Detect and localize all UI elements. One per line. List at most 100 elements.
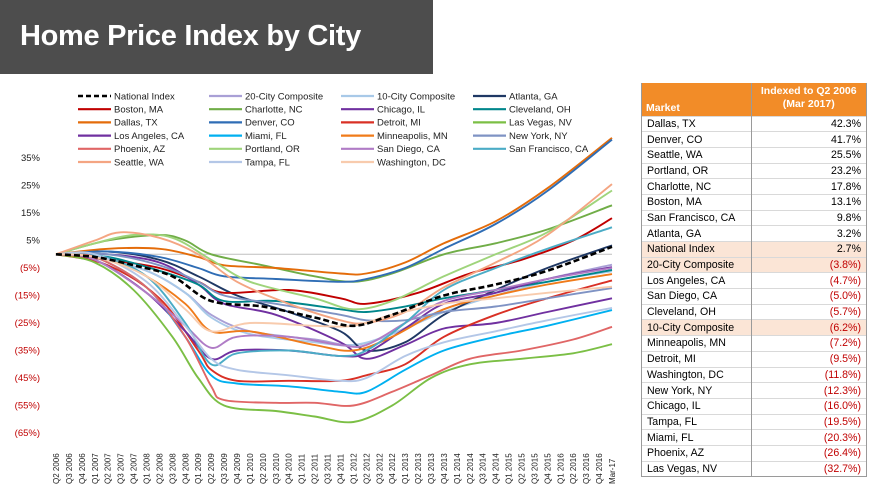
table-header-value: Indexed to Q2 2006 (Mar 2017)	[750, 83, 868, 116]
series-line-san-diego-ca	[55, 253, 613, 349]
x-tick-label: Q1 2013	[401, 453, 410, 484]
x-tick-label: Q1 2009	[194, 453, 203, 484]
table-cell-value: 41.7%	[750, 131, 868, 148]
y-tick-label: 35%	[21, 153, 41, 164]
x-tick-label: Q4 2012	[388, 453, 397, 484]
table-cell-market: Washington, DC	[641, 366, 752, 383]
legend-label: 20-City Composite	[245, 91, 323, 102]
table-cell-market: Tampa, FL	[641, 413, 752, 430]
legend-label: Denver, CO	[245, 118, 295, 129]
legend-label: Charlotte, NC	[245, 105, 303, 116]
x-tick-label: Q3 2010	[272, 453, 281, 484]
table-cell-value: (32.7%)	[750, 460, 868, 478]
table-cell-value: (19.5%)	[750, 413, 868, 430]
page-title: Home Price Index by City	[0, 0, 433, 74]
series-line-detroit-mi	[55, 253, 613, 383]
x-tick-label: Q4 2015	[543, 453, 552, 484]
table-cell-market: Atlanta, GA	[641, 225, 752, 242]
series-line-portland-or	[55, 189, 613, 311]
table-cell-market: Seattle, WA	[641, 146, 752, 164]
x-tick-label: Q4 2016	[595, 453, 604, 484]
legend-label: 10-City Composite	[377, 91, 455, 102]
series-line-washington-dc	[55, 253, 613, 333]
table-row: Los Angeles, CA (4.7%)	[641, 272, 868, 289]
table-row: National Index 2.7%	[641, 241, 868, 258]
table-cell-value: 42.3%	[750, 115, 868, 132]
legend-label: Boston, MA	[114, 105, 164, 116]
x-tick-label: Q3 2012	[375, 453, 384, 484]
table-cell-value: 9.8%	[750, 209, 868, 226]
table-row: New York, NY (12.3%)	[641, 382, 868, 399]
table-cell-market: Denver, CO	[641, 131, 752, 148]
table-cell-value: (26.4%)	[750, 444, 868, 462]
series-line-boston-ma	[55, 217, 613, 305]
x-tick-label: Q4 2007	[130, 453, 139, 484]
table-row: Boston, MA 13.1%	[641, 193, 868, 211]
x-tick-label: Q1 2016	[556, 453, 565, 484]
legend-label: Detroit, MI	[377, 118, 421, 129]
x-tick-label: Q1 2007	[91, 453, 100, 484]
series-line-las-vegas-nv	[55, 253, 613, 424]
x-tick-label: Q3 2011	[324, 453, 333, 484]
x-tick-label: Q1 2010	[246, 453, 255, 484]
table-cell-market: Phoenix, AZ	[641, 444, 752, 462]
table-cell-value: (20.3%)	[750, 429, 868, 446]
series-line-chicago-il	[55, 252, 613, 360]
table-cell-value: (12.3%)	[750, 382, 868, 399]
x-tick-label: Q3 2016	[582, 453, 591, 484]
table-cell-value: (16.0%)	[750, 397, 868, 415]
market-index-table: Market Indexed to Q2 2006 (Mar 2017) Dal…	[641, 83, 868, 478]
table-row: Cleveland, OH (5.7%)	[641, 303, 868, 320]
x-tick-label: Q2 2011	[311, 453, 320, 484]
x-tick-label: Q3 2007	[117, 453, 126, 484]
table-cell-value: 17.8%	[750, 178, 868, 195]
table-cell-market: Portland, OR	[641, 162, 752, 179]
legend-label: San Diego, CA	[377, 144, 441, 155]
legend-label: Los Angeles, CA	[114, 131, 185, 142]
series-line-new-york-ny	[55, 252, 613, 323]
x-tick-label: Q3 2015	[530, 453, 539, 484]
table-row: Phoenix, AZ (26.4%)	[641, 444, 868, 462]
legend-label: Tampa, FL	[245, 157, 290, 168]
table-row: 10-City Composite (6.2%)	[641, 319, 868, 336]
table-cell-market: San Diego, CA	[641, 288, 752, 305]
x-tick-label: Q4 2009	[233, 453, 242, 484]
legend-label: National Index	[114, 91, 175, 102]
x-tick-label: Q2 2009	[207, 453, 216, 484]
y-tick-label: 5%	[26, 236, 40, 247]
y-tick-label: (25%)	[15, 318, 40, 329]
legend-label: Miami, FL	[245, 131, 287, 142]
x-tick-label: Q2 2013	[414, 453, 423, 484]
legend-label: Dallas, TX	[114, 118, 158, 129]
home-price-line-chart: National Index 20-City Composite 10-City C…	[15, 91, 617, 484]
table-header-market: Market	[641, 83, 752, 116]
table-cell-value: 2.7%	[750, 241, 868, 258]
legend-label: San Francisco, CA	[509, 144, 589, 155]
table-row: Denver, CO 41.7%	[641, 131, 868, 148]
table-row: Washington, DC (11.8%)	[641, 366, 868, 383]
table-row: Miami, FL (20.3%)	[641, 429, 868, 446]
table-cell-market: San Francisco, CA	[641, 209, 752, 226]
x-tick-label: Q1 2015	[505, 453, 514, 484]
table-cell-market: Los Angeles, CA	[641, 272, 752, 289]
table-cell-market: Las Vegas, NV	[641, 460, 752, 478]
legend-label: Phoenix, AZ	[114, 144, 165, 155]
table-cell-value: (5.0%)	[750, 288, 868, 305]
x-tick-label: Q2 2015	[517, 453, 526, 484]
x-tick-label: Q4 2014	[492, 453, 501, 484]
y-tick-label: 25%	[21, 181, 41, 192]
table-cell-value: 3.2%	[750, 225, 868, 242]
y-tick-label: (5%)	[20, 263, 40, 274]
table-row: Las Vegas, NV (32.7%)	[641, 460, 868, 478]
x-tick-label: Q1 2008	[143, 453, 152, 484]
x-tick-label: Q3 2013	[427, 453, 436, 484]
x-tick-label: Q2 2008	[155, 453, 164, 484]
x-tick-label: Q2 2010	[259, 453, 268, 484]
table-cell-value: (11.8%)	[750, 366, 868, 383]
y-tick-label: 15%	[21, 208, 41, 219]
y-tick-label: (45%)	[15, 373, 40, 384]
legend-label: Chicago, IL	[377, 105, 425, 116]
legend-label: Minneapolis, MN	[377, 131, 448, 142]
x-tick-label: Q1 2014	[453, 453, 462, 484]
table-cell-value: (6.2%)	[750, 319, 868, 336]
